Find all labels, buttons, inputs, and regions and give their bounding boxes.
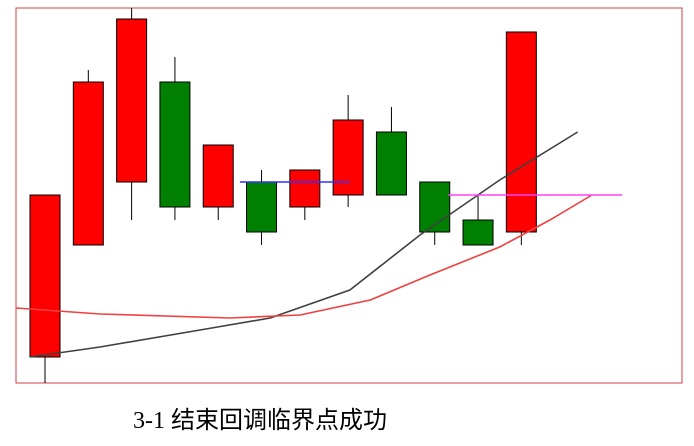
candle-body: [462, 219, 494, 246]
candle-body: [505, 31, 537, 233]
candle-body: [29, 194, 61, 358]
caption: 3-1 结束回调临界点成功: [133, 407, 387, 434]
line: [29, 131, 579, 358]
candle-body: [332, 119, 364, 196]
line: [15, 194, 593, 319]
candle-body: [202, 144, 234, 208]
candle-body: [419, 181, 451, 233]
candle-body: [289, 169, 321, 208]
candle-body: [375, 131, 407, 196]
candle-body: [159, 81, 191, 208]
candle-body: [246, 181, 278, 233]
candle-body: [72, 81, 104, 246]
candle-body: [116, 18, 148, 183]
